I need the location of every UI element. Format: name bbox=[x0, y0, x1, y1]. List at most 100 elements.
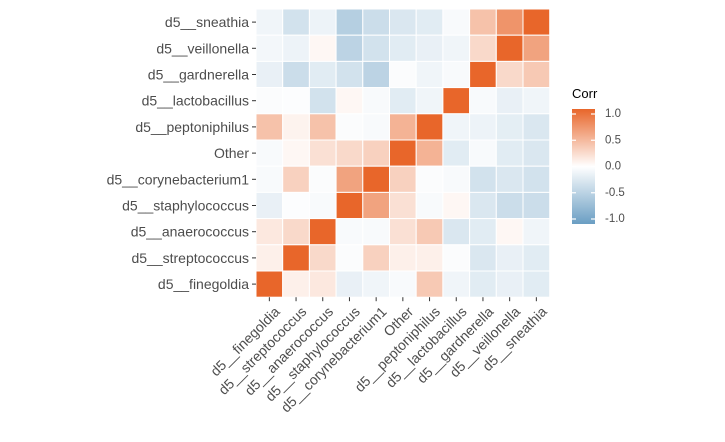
heatmap-cell bbox=[362, 191, 390, 220]
heatmap-cell bbox=[362, 139, 390, 167]
heatmap-cell bbox=[522, 165, 551, 193]
legend-tick-label: -1.0 bbox=[605, 213, 625, 225]
heatmap-cell bbox=[282, 113, 310, 141]
heatmap-cell bbox=[495, 8, 524, 36]
heatmap-cell bbox=[415, 8, 444, 36]
heatmap-cell bbox=[255, 244, 284, 272]
heatmap-cell bbox=[522, 244, 551, 272]
heatmap-cell bbox=[362, 60, 390, 89]
y-axis-label: Other bbox=[214, 145, 249, 161]
heatmap-cell bbox=[335, 218, 364, 246]
heatmap-cell bbox=[255, 165, 284, 193]
x-axis-labels: d5__finegoldiad5__streptococcusd5__anaer… bbox=[207, 297, 550, 415]
heatmap-cell bbox=[282, 191, 310, 220]
heatmap-cell bbox=[389, 165, 417, 193]
heatmap-cell bbox=[495, 165, 524, 193]
heatmap-cell bbox=[335, 270, 364, 298]
heatmap-cell bbox=[522, 191, 551, 220]
heatmap-cell bbox=[308, 165, 337, 193]
heatmap-cell bbox=[282, 60, 310, 89]
heatmap-cell bbox=[389, 191, 417, 220]
legend-tick-label: 0.5 bbox=[605, 134, 621, 146]
heatmap-cell bbox=[308, 60, 337, 89]
heatmap-cell bbox=[308, 218, 337, 246]
heatmap-cell bbox=[495, 270, 524, 298]
heatmap-cells bbox=[255, 8, 551, 298]
heatmap-cell bbox=[308, 34, 337, 62]
heatmap-cell bbox=[469, 139, 497, 167]
heatmap-cell bbox=[469, 191, 497, 220]
heatmap-cell bbox=[362, 34, 390, 62]
legend-ticks: 1.0 0.5 0.0 -0.5 -1.0 bbox=[572, 108, 625, 225]
legend-tick-label: 1.0 bbox=[605, 108, 621, 120]
heatmap-cell bbox=[282, 139, 310, 167]
heatmap-cell bbox=[469, 8, 497, 36]
heatmap-cell bbox=[442, 270, 471, 298]
heatmap-cell bbox=[362, 8, 390, 36]
heatmap-cell bbox=[442, 191, 471, 220]
heatmap-cell bbox=[335, 87, 364, 115]
heatmap-cell bbox=[415, 139, 444, 167]
heatmap-cell bbox=[442, 165, 471, 193]
heatmap-cell bbox=[495, 139, 524, 167]
heatmap-cell bbox=[469, 244, 497, 272]
color-legend: Corr 1.0 0.5 0.0 -0.5 -1.0 bbox=[572, 86, 625, 225]
y-axis-label: d5__veillonella bbox=[156, 40, 249, 56]
heatmap-cell bbox=[308, 244, 337, 272]
heatmap-cell bbox=[442, 139, 471, 167]
heatmap-cell bbox=[389, 270, 417, 298]
heatmap-cell bbox=[335, 191, 364, 220]
heatmap-cell bbox=[335, 165, 364, 193]
heatmap-cell bbox=[522, 270, 551, 298]
heatmap-cell bbox=[442, 113, 471, 141]
heatmap-cell bbox=[308, 270, 337, 298]
heatmap-cell bbox=[362, 244, 390, 272]
heatmap-cell bbox=[282, 87, 310, 115]
heatmap-cell bbox=[389, 60, 417, 89]
y-axis-label: d5__sneathia bbox=[165, 14, 249, 30]
y-axis-label: d5__anaerococcus bbox=[131, 224, 249, 240]
heatmap-cell bbox=[495, 87, 524, 115]
y-axis-label: d5__staphylococcus bbox=[122, 198, 249, 214]
heatmap-cell bbox=[255, 139, 284, 167]
y-axis-label: d5__peptoniphilus bbox=[135, 119, 249, 135]
heatmap-cell bbox=[335, 8, 364, 36]
heatmap-cell bbox=[335, 244, 364, 272]
heatmap-cell bbox=[469, 113, 497, 141]
heatmap-cell bbox=[255, 113, 284, 141]
heatmap-cell bbox=[495, 60, 524, 89]
heatmap-cell bbox=[469, 165, 497, 193]
legend-colorbar bbox=[572, 109, 595, 224]
heatmap-cell bbox=[442, 87, 471, 115]
heatmap-cell bbox=[495, 244, 524, 272]
heatmap-cell bbox=[255, 270, 284, 298]
heatmap-cell bbox=[389, 139, 417, 167]
heatmap-cell bbox=[389, 87, 417, 115]
heatmap-cell bbox=[335, 113, 364, 141]
heatmap-cell bbox=[442, 218, 471, 246]
y-axis-label: d5__corynebacterium1 bbox=[107, 171, 250, 187]
heatmap-cell bbox=[362, 270, 390, 298]
heatmap-cell bbox=[255, 218, 284, 246]
heatmap-cell bbox=[495, 218, 524, 246]
heatmap-cell bbox=[522, 139, 551, 167]
heatmap-cell bbox=[522, 8, 551, 36]
heatmap-cell bbox=[389, 218, 417, 246]
heatmap-cell bbox=[442, 8, 471, 36]
heatmap-cell bbox=[495, 191, 524, 220]
heatmap-cell bbox=[522, 218, 551, 246]
heatmap-cell bbox=[255, 60, 284, 89]
heatmap-cell bbox=[415, 270, 444, 298]
heatmap-cell bbox=[335, 34, 364, 62]
y-axis-label: d5__streptococcus bbox=[131, 250, 249, 266]
heatmap-cell bbox=[522, 60, 551, 89]
heatmap-cell bbox=[282, 8, 310, 36]
heatmap-cell bbox=[255, 8, 284, 36]
heatmap-cell bbox=[255, 87, 284, 115]
heatmap-cell bbox=[469, 218, 497, 246]
heatmap-cell bbox=[415, 191, 444, 220]
heatmap-cell bbox=[282, 218, 310, 246]
heatmap-cell bbox=[335, 60, 364, 89]
